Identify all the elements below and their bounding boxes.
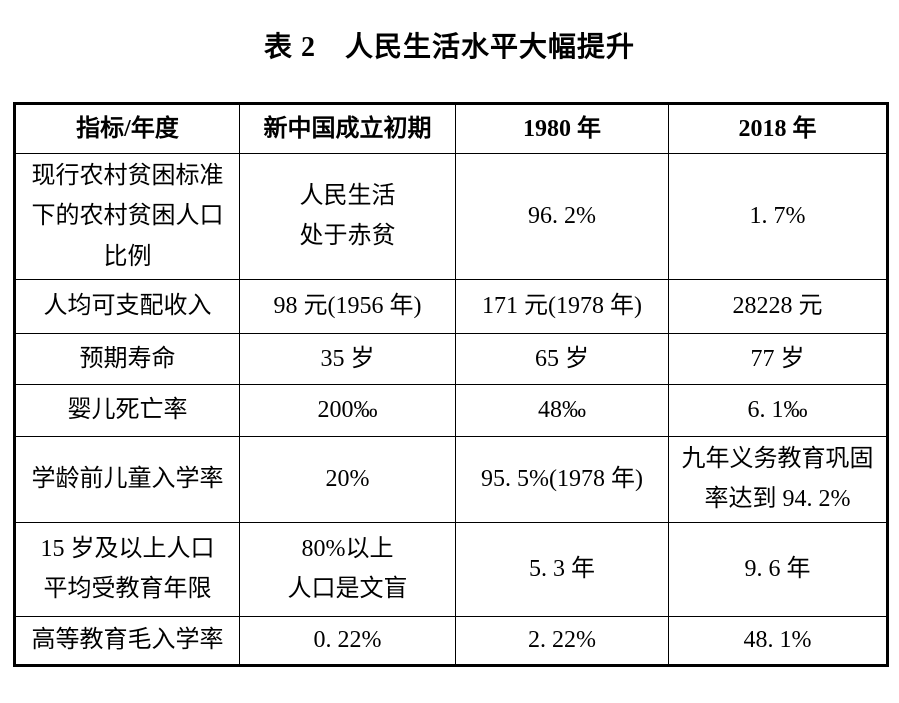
row-label: 婴儿死亡率 <box>14 383 240 437</box>
table-cell: 九年义务教育巩固 率达到 94. 2% <box>668 435 888 523</box>
header-cell-2018: 2018 年 <box>668 103 888 154</box>
table-row-preschool-enrollment: 学龄前儿童入学率 20% 95. 5%(1978 年) 九年义务教育巩固 率达到… <box>14 435 888 523</box>
table-cell: 28228 元 <box>668 278 888 334</box>
table-cell: 200‰ <box>239 383 456 437</box>
header-row: 指标/年度 新中国成立初期 1980 年 2018 年 <box>14 103 888 154</box>
table-title: 表 2 人民生活水平大幅提升 <box>263 32 635 63</box>
row-label: 15 岁及以上人口 平均受教育年限 <box>14 521 240 617</box>
table-cell: 96. 2% <box>455 153 669 280</box>
row-label: 预期寿命 <box>14 332 240 385</box>
table-cell: 48‰ <box>455 383 669 437</box>
table-cell: 6. 1‰ <box>668 383 888 437</box>
living-standards-table: 指标/年度 新中国成立初期 1980 年 2018 年 现行农村贫困标准 下的农… <box>13 102 889 667</box>
table-cell: 2. 22% <box>455 615 669 666</box>
table-cell: 1. 7% <box>668 153 888 280</box>
table-cell: 98 元(1956 年) <box>239 278 456 334</box>
row-label: 学龄前儿童入学率 <box>14 435 240 523</box>
row-label: 现行农村贫困标准 下的农村贫困人口 比例 <box>14 153 240 280</box>
table-cell: 9. 6 年 <box>668 521 888 617</box>
table-row-life-expectancy: 预期寿命 35 岁 65 岁 77 岁 <box>14 332 888 385</box>
table-row-years-of-education: 15 岁及以上人口 平均受教育年限 80%以上 人口是文盲 5. 3 年 9. … <box>14 521 888 617</box>
table-cell: 35 岁 <box>239 332 456 385</box>
table-cell: 77 岁 <box>668 332 888 385</box>
table-cell: 95. 5%(1978 年) <box>455 435 669 523</box>
header-cell-1980: 1980 年 <box>455 103 669 154</box>
table-row-infant-mortality: 婴儿死亡率 200‰ 48‰ 6. 1‰ <box>14 383 888 437</box>
table-row-disposable-income: 人均可支配收入 98 元(1956 年) 171 元(1978 年) 28228… <box>14 278 888 334</box>
row-label: 高等教育毛入学率 <box>14 615 240 666</box>
header-cell-early-prc: 新中国成立初期 <box>239 103 456 154</box>
row-label: 人均可支配收入 <box>14 278 240 334</box>
table-row-rural-poverty: 现行农村贫困标准 下的农村贫困人口 比例 人民生活 处于赤贫 96. 2% 1.… <box>14 153 888 280</box>
table-cell: 5. 3 年 <box>455 521 669 617</box>
table-cell: 人民生活 处于赤贫 <box>239 153 456 280</box>
document-page: 表 2 人民生活水平大幅提升 指标/年度 新中国成立初期 1980 年 2018… <box>0 25 899 667</box>
table-cell: 0. 22% <box>239 615 456 666</box>
table-cell: 48. 1% <box>668 615 888 666</box>
table-row-higher-education: 高等教育毛入学率 0. 22% 2. 22% 48. 1% <box>14 615 888 666</box>
table-cell: 171 元(1978 年) <box>455 278 669 334</box>
header-cell-indicator: 指标/年度 <box>14 103 240 154</box>
table-cell: 20% <box>239 435 456 523</box>
table-cell: 65 岁 <box>455 332 669 385</box>
table-cell: 80%以上 人口是文盲 <box>239 521 456 617</box>
